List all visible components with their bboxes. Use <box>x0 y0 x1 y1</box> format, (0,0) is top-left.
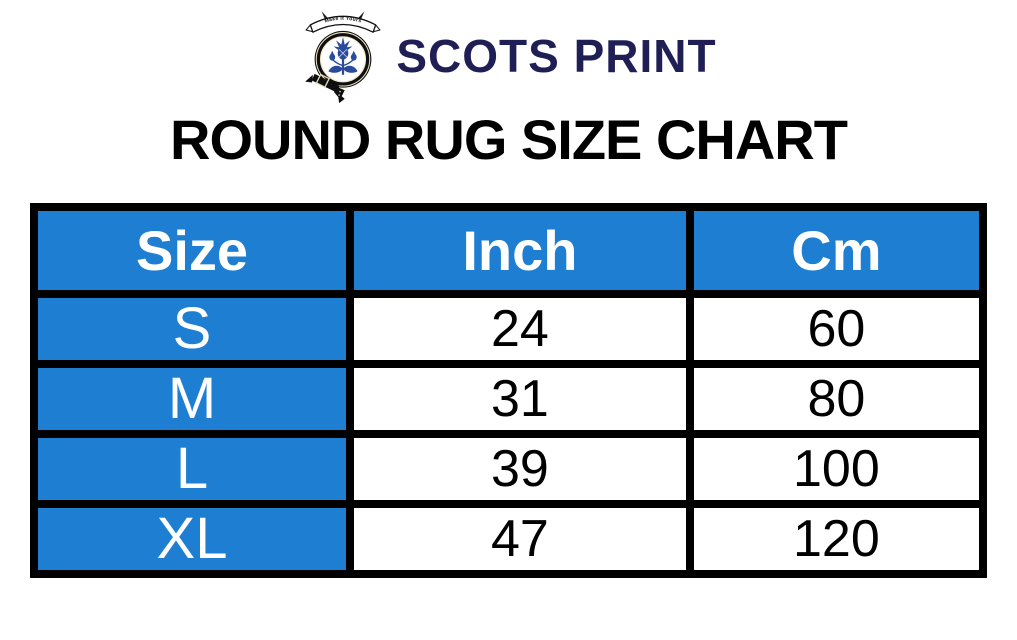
table-row-s: S 24 60 <box>29 290 988 368</box>
crest-buckle-strap <box>305 73 346 104</box>
table-row-m: M 31 80 <box>29 360 988 438</box>
brand-header: Make It Yours SCOTS PRINT <box>0 0 1017 104</box>
size-cell: S <box>29 290 355 368</box>
header-row: Size Inch Cm <box>29 203 988 298</box>
banner-scroll: Make It Yours <box>305 16 381 33</box>
cm-cell: 80 <box>685 360 988 438</box>
banner-text: Make It Yours <box>324 16 362 25</box>
col-header-size: Size <box>29 203 355 298</box>
table-row-xl: XL 47 120 <box>29 500 988 578</box>
col-header-inch: Inch <box>346 203 694 298</box>
inch-cell: 24 <box>346 290 694 368</box>
size-chart-table: Size Inch Cm S 24 60 M 31 80 L 39 100 <box>29 203 988 578</box>
inch-cell: 31 <box>346 360 694 438</box>
cm-cell: 100 <box>685 430 988 508</box>
thistle-icon <box>328 36 358 75</box>
col-header-cm: Cm <box>685 203 988 298</box>
size-cell: XL <box>29 500 355 578</box>
cm-cell: 60 <box>685 290 988 368</box>
inch-cell: 39 <box>346 430 694 508</box>
brand-wordmark: SCOTS PRINT <box>396 30 717 82</box>
size-cell: L <box>29 430 355 508</box>
cm-cell: 120 <box>685 500 988 578</box>
size-cell: M <box>29 360 355 438</box>
page-title: ROUND RUG SIZE CHART <box>170 108 848 171</box>
scots-print-crest-logo: Make It Yours <box>305 11 381 104</box>
inch-cell: 47 <box>346 500 694 578</box>
table-row-l: L 39 100 <box>29 430 988 508</box>
